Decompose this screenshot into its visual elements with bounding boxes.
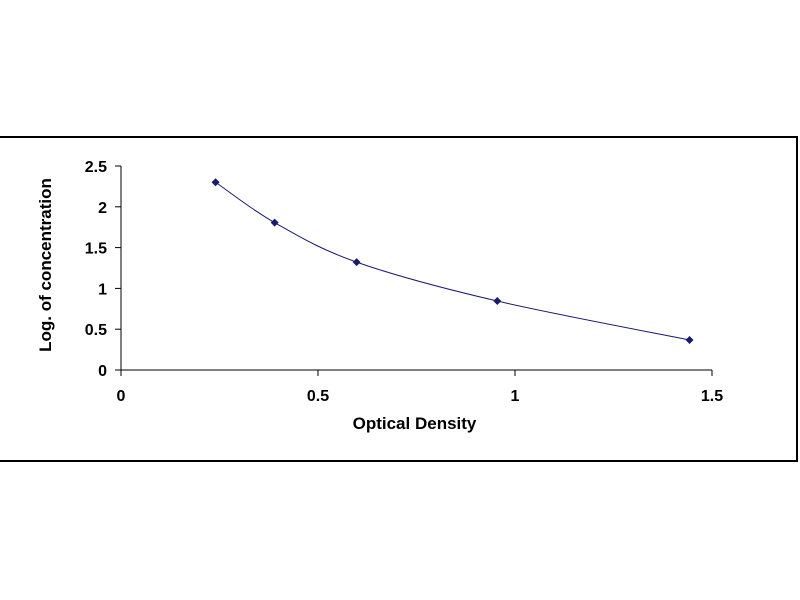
- data-point-1: [211, 178, 220, 187]
- y-tick-label: 0.5: [85, 322, 107, 339]
- x-tick-label: 0.5: [307, 388, 329, 405]
- data-markers: [211, 178, 694, 344]
- y-tick-label: 1: [98, 281, 107, 298]
- y-tick-label: 2: [98, 200, 107, 217]
- x-tick-label: 1: [511, 388, 520, 405]
- y-tick-label: 1.5: [85, 241, 107, 258]
- y-ticks: 0 0.5 1 1.5 2 2.5: [85, 159, 121, 380]
- trend-curve: [215, 181, 690, 341]
- data-point-2: [270, 218, 279, 227]
- x-tick-label: 0: [117, 388, 126, 405]
- y-tick-label: 2.5: [85, 159, 107, 176]
- axes: [120, 166, 712, 371]
- x-axis-title: Optical Density: [353, 414, 477, 433]
- data-point-4: [493, 297, 502, 306]
- x-ticks: 0 0.5 1 1.5: [117, 370, 723, 405]
- y-axis-title: Log. of concentration: [36, 178, 55, 352]
- data-point-5: [685, 335, 694, 344]
- chart-frame: [0, 136, 798, 462]
- y-tick-label: 0: [98, 363, 107, 380]
- data-point-3: [352, 258, 361, 267]
- x-tick-label: 1.5: [701, 388, 723, 405]
